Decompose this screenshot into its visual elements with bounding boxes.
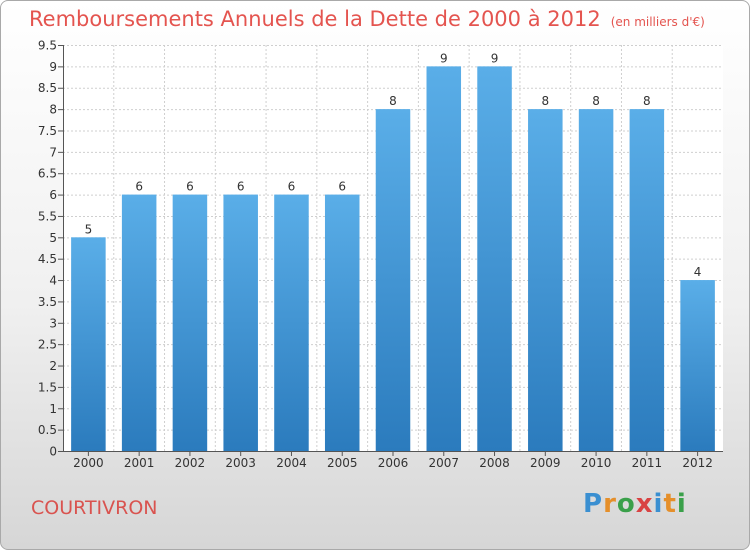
- bar: [172, 194, 208, 451]
- bar: [324, 194, 360, 451]
- bar: [578, 109, 614, 452]
- y-tick-label: 7: [49, 145, 57, 159]
- data-label: 4: [694, 265, 702, 279]
- bar: [375, 109, 411, 452]
- bar: [426, 66, 462, 452]
- bar: [477, 66, 512, 452]
- x-tick-label: 2008: [479, 456, 510, 470]
- logo-letter: x: [635, 489, 654, 519]
- y-tick-label: 4: [49, 274, 57, 288]
- bars: 5 6 6 6 6 6 8 9 9 8 8 8 4: [71, 51, 715, 452]
- y-tick-label: 3.5: [38, 295, 57, 309]
- data-label: 6: [237, 180, 245, 194]
- y-tick-label: 6: [49, 188, 57, 202]
- data-label: 5: [85, 222, 93, 236]
- data-label: 9: [491, 51, 499, 65]
- y-tick-label: 6.5: [38, 167, 57, 181]
- y-tick-label: 0.5: [38, 423, 57, 437]
- x-tick-label: 2003: [225, 456, 256, 470]
- logo-letter: P: [583, 489, 604, 519]
- data-label: 6: [338, 180, 346, 194]
- data-label: 8: [592, 94, 600, 108]
- y-tick-label: 5: [49, 231, 57, 245]
- logo-letter: i: [676, 489, 687, 519]
- bar: [71, 237, 106, 451]
- y-tick-label: 2: [49, 359, 57, 373]
- x-tick-label: 2007: [428, 456, 459, 470]
- y-tick-label: 0: [49, 445, 57, 459]
- x-tick-label: 2010: [581, 456, 612, 470]
- x-tick-label: 2011: [632, 456, 663, 470]
- bar: [274, 194, 309, 451]
- data-label: 8: [389, 94, 397, 108]
- data-label: 8: [541, 94, 549, 108]
- y-tick-label: 3: [49, 316, 57, 330]
- data-label: 9: [440, 51, 448, 65]
- commune-name: COURTIVRON: [31, 497, 158, 519]
- y-tick-label: 1: [49, 402, 57, 416]
- x-tick-label: 2006: [378, 456, 409, 470]
- logo-letter: t: [663, 489, 677, 519]
- chart-title: Remboursements Annuels de la Dette de 20…: [29, 7, 705, 31]
- data-label: 6: [135, 180, 143, 194]
- y-tick-label: 8: [49, 103, 57, 117]
- x-tick-label: 2009: [530, 456, 561, 470]
- y-tick-label: 9: [49, 60, 57, 74]
- y-tick-label: 4.5: [38, 252, 57, 266]
- y-tick-label: 7.5: [38, 124, 57, 138]
- x-tick-label: 2002: [175, 456, 206, 470]
- bar: [528, 109, 563, 452]
- data-label: 6: [288, 180, 296, 194]
- y-tick-label: 1.5: [38, 380, 57, 394]
- logo-letter: r: [603, 489, 617, 519]
- logo-letter: i: [653, 489, 664, 519]
- axes: 0 0.5 1 1.5 2 2.5 3 3.5 4 4.5 5 5.5 6 6.5 7 7.5 8 8.5 9 9.5…: [38, 39, 723, 470]
- x-tick-label: 2012: [682, 456, 713, 470]
- logo-letter: o: [616, 489, 636, 519]
- y-tick-label: 2.5: [38, 338, 57, 352]
- bar: [121, 194, 157, 451]
- y-tick-label: 5.5: [38, 209, 57, 223]
- x-tick-label: 2000: [73, 456, 104, 470]
- x-tick-label: 2004: [276, 456, 307, 470]
- data-label: 8: [643, 94, 651, 108]
- bar: [680, 280, 715, 451]
- y-tick-label: 8.5: [38, 81, 57, 95]
- y-tick-label: 9.5: [38, 39, 57, 53]
- chart-subtitle: (en milliers d'€): [610, 15, 705, 29]
- data-label: 6: [186, 180, 194, 194]
- bar: [629, 109, 665, 452]
- x-tick-label: 2001: [124, 456, 155, 470]
- x-tick-label: 2005: [327, 456, 358, 470]
- chart-title-text: Remboursements Annuels de la Dette de 20…: [29, 7, 601, 31]
- bar: [223, 194, 258, 451]
- proxiti-logo: Proxiti: [583, 489, 687, 519]
